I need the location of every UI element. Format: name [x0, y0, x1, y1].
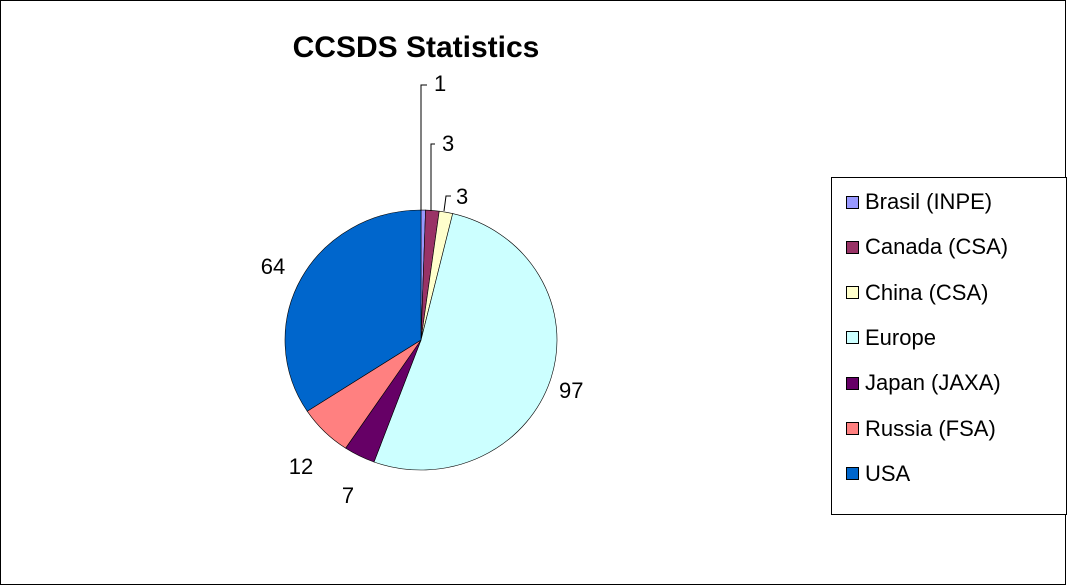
legend-item-china-csa: China (CSA): [846, 279, 988, 307]
data-label-europe: 97: [559, 378, 583, 403]
legend-swatch: [846, 240, 859, 254]
data-label-canada-csa: 3: [442, 131, 454, 156]
legend-swatch: [846, 376, 859, 390]
leader-line-china-csa: [443, 195, 451, 212]
legend-item-canada-csa: Canada (CSA): [846, 233, 1008, 261]
pie-slice-europe: [373, 213, 558, 471]
leader-line-canada-csa: [430, 143, 435, 211]
leader-lines: [420, 84, 451, 212]
legend-label: Japan (JAXA): [865, 370, 1001, 396]
legend-swatch: [846, 331, 859, 345]
data-label-usa: 64: [261, 254, 285, 279]
data-labels: 1 3 3 97 7 12 64: [261, 71, 584, 508]
legend-item-usa: USA: [846, 460, 910, 488]
legend-item-brasil-inpe: Brasil (INPE): [846, 188, 992, 216]
legend-swatch: [846, 195, 859, 209]
chart-title: CCSDS Statistics: [292, 31, 540, 64]
pie-slice-usa: [284, 209, 422, 412]
data-label-brasil-inpe: 1: [434, 71, 446, 96]
legend-item-japan-jaxa: Japan (JAXA): [846, 369, 1001, 397]
legend-label: Canada (CSA): [865, 234, 1009, 260]
data-label-japan-jaxa: 7: [342, 483, 354, 508]
legend-label: USA: [865, 460, 911, 486]
legend-label: Brasil (INPE): [865, 189, 993, 214]
pie-slices: [284, 209, 558, 471]
leader-line-brasil-inpe: [420, 84, 427, 211]
legend: Brasil (INPE) Canada (CSA) China (CSA) Euro…: [831, 177, 1067, 515]
legend-item-europe: Europe: [846, 324, 936, 352]
legend-label: Europe: [865, 324, 936, 350]
legend-item-russia-fsa: Russia (FSA): [846, 415, 996, 443]
data-label-china-csa: 3: [456, 184, 468, 209]
legend-swatch: [846, 422, 859, 435]
legend-swatch: [846, 286, 859, 300]
legend-swatch: [846, 467, 859, 481]
legend-label: Russia (FSA): [865, 415, 996, 441]
data-label-russia-fsa: 12: [289, 454, 313, 479]
legend-label: China (CSA): [865, 279, 989, 305]
